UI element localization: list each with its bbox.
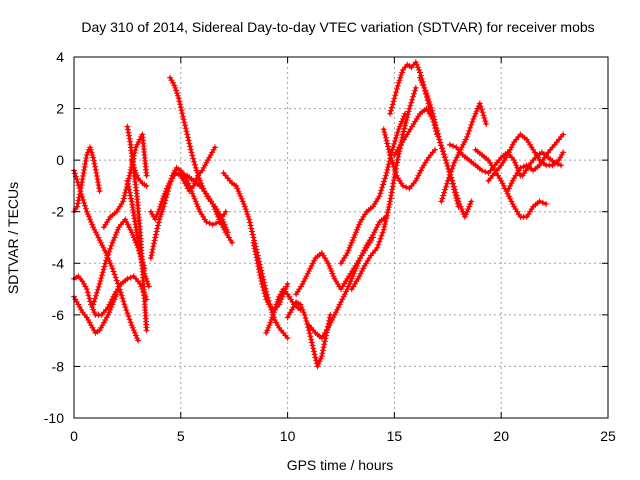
plus-markers [504, 131, 567, 195]
series-satellite-track-20 [338, 110, 409, 267]
series-satellite-track-19 [306, 213, 389, 342]
series-line [294, 236, 375, 296]
plus-markers [380, 126, 438, 192]
series-satellite-track-23 [380, 126, 438, 192]
series-satellite-track-8 [124, 177, 152, 290]
x-axis-label: GPS time / hours [287, 457, 394, 473]
series-satellite-track-15 [250, 239, 291, 313]
series-line [474, 148, 548, 219]
y-tick-label: -2 [52, 204, 65, 220]
x-tick-label: 5 [177, 428, 185, 444]
plus-markers [348, 84, 419, 293]
chart-title: Day 310 of 2014, Sidereal Day-to-day VTE… [81, 19, 594, 35]
x-tick-label: 15 [387, 428, 403, 444]
y-tick-label: -4 [52, 255, 65, 271]
data-series [71, 59, 567, 370]
y-tick-label: 2 [56, 101, 64, 117]
series-satellite-track-26 [438, 100, 490, 205]
plus-markers [124, 177, 152, 290]
series-satellite-track-28 [472, 146, 550, 220]
plus-markers [519, 149, 564, 179]
plus-markers [147, 144, 218, 223]
y-tick-label: 4 [56, 49, 64, 65]
y-tick-label: -8 [52, 358, 65, 374]
plus-markers [338, 110, 409, 267]
plus-markers [438, 100, 490, 205]
plus-markers [128, 157, 150, 189]
plus-markers [263, 286, 304, 336]
series-satellite-track-10 [147, 144, 218, 223]
series-satellite-track-31 [519, 149, 564, 179]
x-tick-label: 25 [600, 428, 616, 444]
plot-frame [73, 56, 609, 419]
plus-markers [306, 213, 389, 342]
series-satellite-track-29 [485, 131, 567, 184]
y-tick-label: 0 [56, 152, 64, 168]
x-tick-label: 10 [280, 428, 296, 444]
plus-markers [446, 141, 524, 179]
y-axis-label: SDTVAR / TECUs [5, 182, 21, 294]
plus-markers [417, 74, 475, 220]
y-tick-label: -10 [44, 410, 64, 426]
series-satellite-track-21 [348, 84, 419, 293]
series-satellite-track-16 [263, 286, 304, 336]
x-tick-label: 20 [493, 428, 509, 444]
series-satellite-track-25 [417, 74, 475, 220]
series-satellite-track-5 [90, 216, 148, 308]
series-satellite-track-30 [504, 131, 567, 195]
series-satellite-track-9 [128, 157, 150, 189]
series-satellite-track-17 [284, 299, 334, 370]
y-tick-label: -6 [52, 307, 65, 323]
plus-markers [177, 170, 236, 246]
x-tick-label: 0 [70, 428, 78, 444]
plus-markers [472, 146, 550, 220]
series-satellite-track-13 [177, 170, 236, 246]
axis-ticks [73, 56, 609, 419]
